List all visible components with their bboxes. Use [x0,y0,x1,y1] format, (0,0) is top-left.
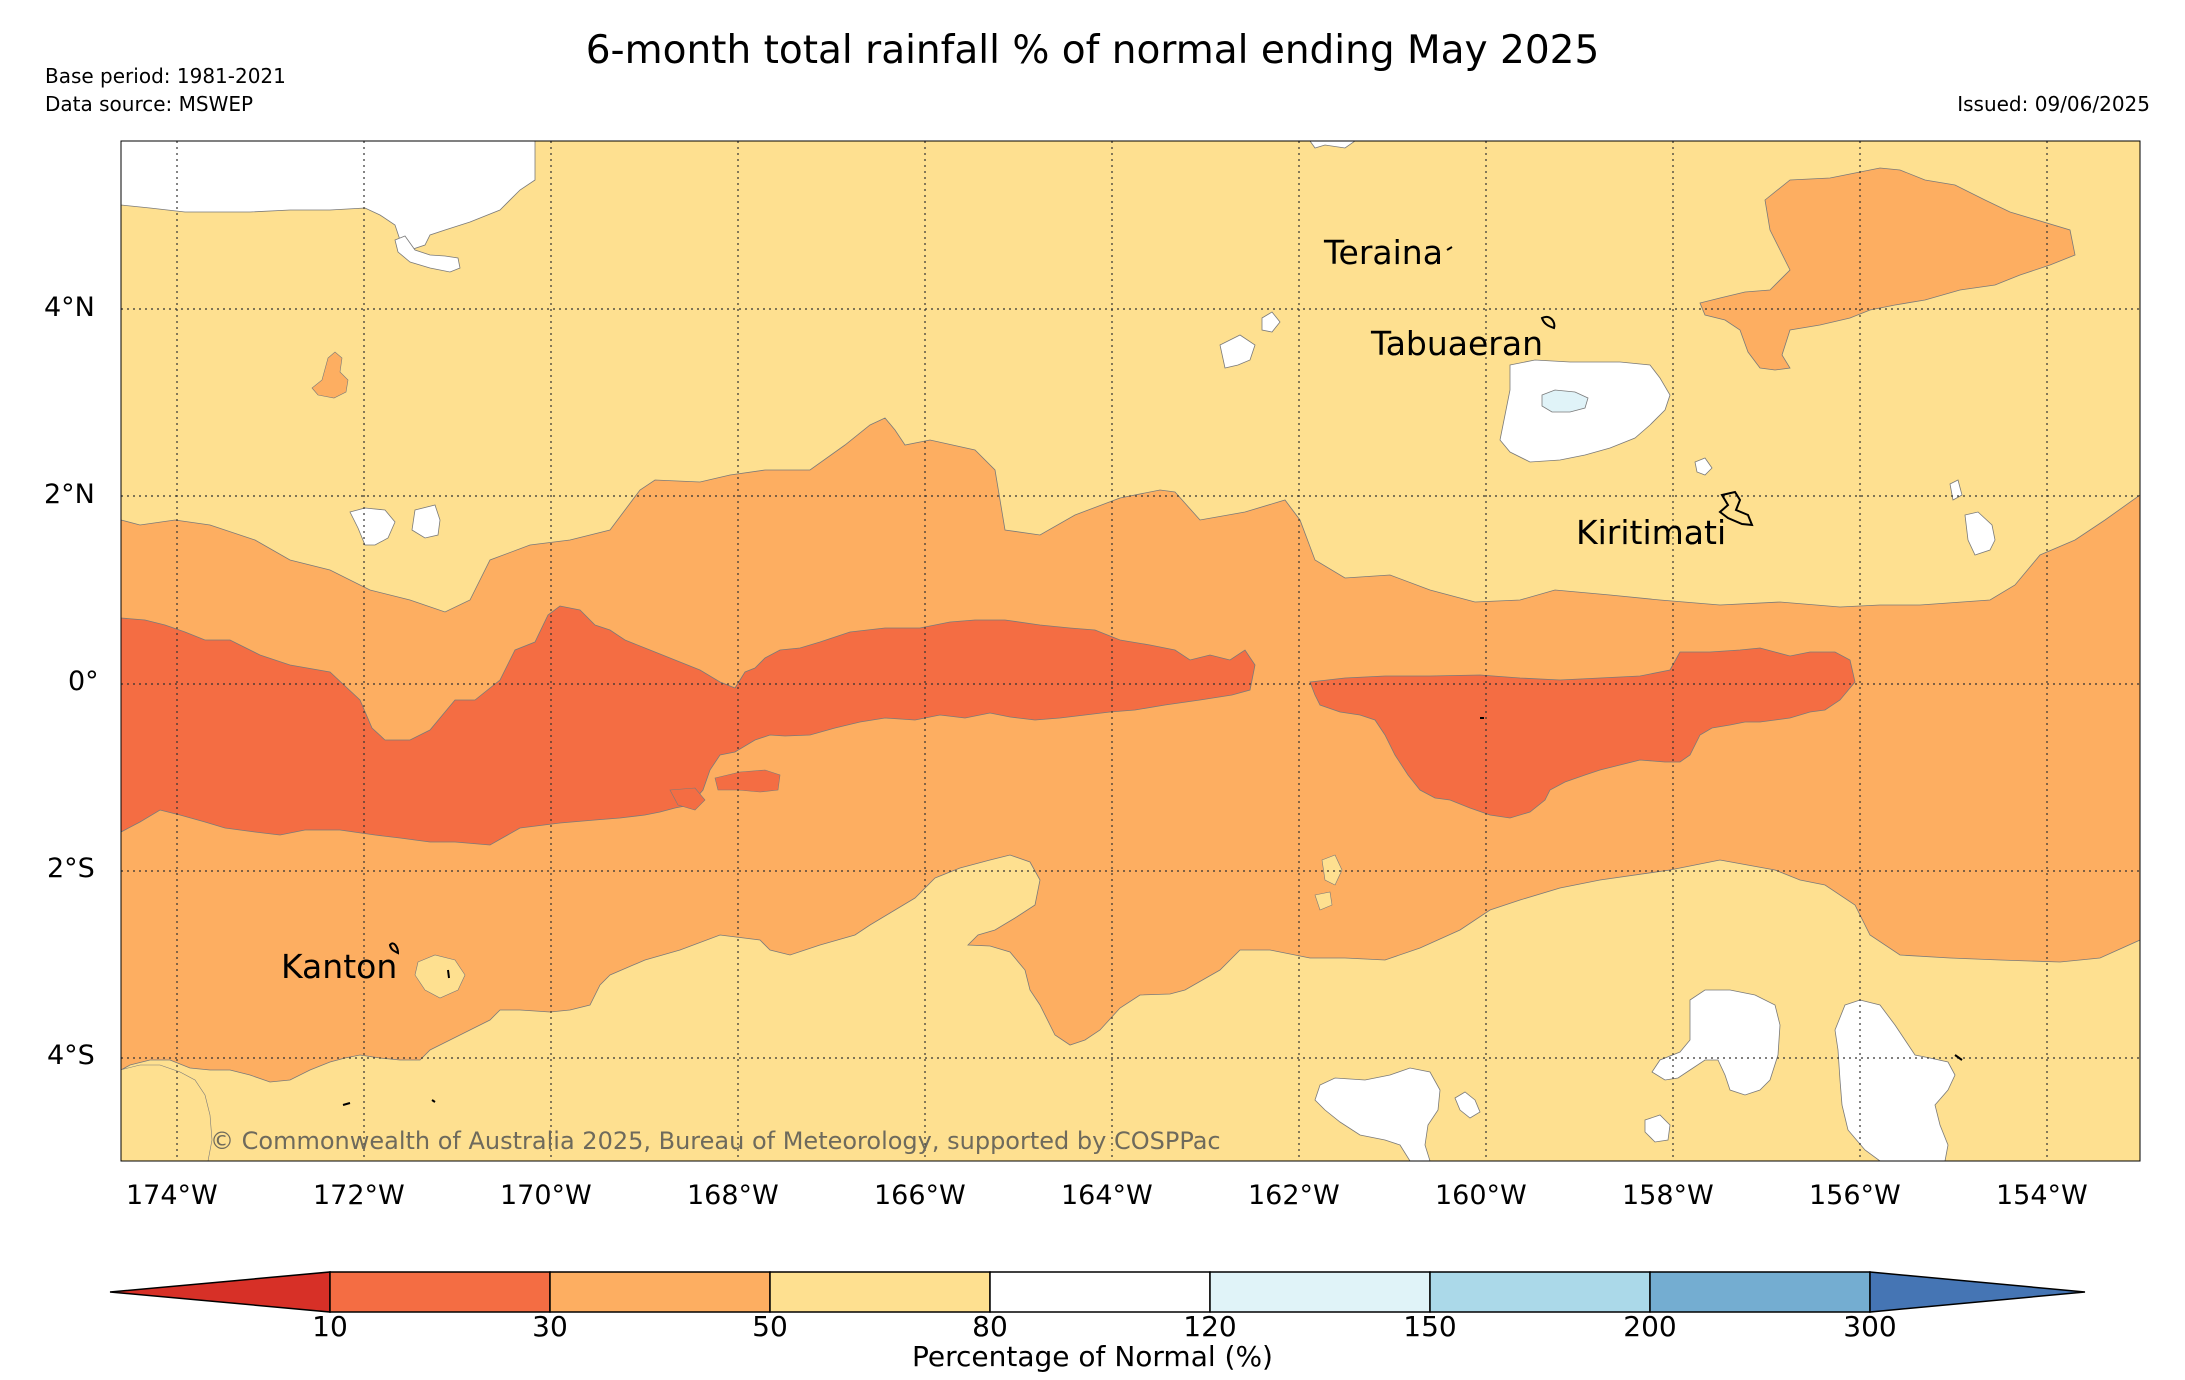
place-teraina: Teraina [1324,233,1443,272]
data-source: Data source: MSWEP [45,92,254,116]
colorbar-label-150: 150 [1403,1310,1457,1343]
base-period: Base period: 1981-2021 [45,64,286,88]
place-kiritimati: Kiritimati [1576,513,1727,552]
field-50-80-inclusions [121,854,1343,1161]
field-10-30-blob-1 [714,769,781,793]
lon-label-156w: 156°W [1809,1180,1901,1211]
lon-label-154w: 154°W [1996,1180,2088,1211]
island-kanton [388,942,400,955]
lon-label-170w: 170°W [500,1180,592,1211]
place-kanton: Kanton [281,947,398,986]
lon-label-162w: 162°W [1248,1180,1340,1211]
lat-label-2s: 2°S [47,853,95,884]
colorbar-bin-200-300 [1649,1271,1871,1313]
colorbar-bin-30-50 [549,1271,771,1313]
lat-label-4s: 4°S [47,1040,95,1071]
lon-label-168w: 168°W [687,1180,779,1211]
colorbar-label-50: 50 [752,1310,788,1343]
lon-label-174w: 174°W [126,1180,218,1211]
lon-label-160w: 160°W [1435,1180,1527,1211]
colorbar-bin-10-30 [329,1271,551,1313]
lat-label-2n: 2°N [44,479,95,510]
lat-label-0: 0° [68,666,99,697]
lon-label-164w: 164°W [1061,1180,1153,1211]
field-30-50-band [121,417,2140,1083]
island-kiritimati [1718,490,1754,527]
island-tabuaeran [1540,316,1556,330]
colorbar-extend-high [1869,1271,2086,1313]
island-teraina [1446,246,1453,251]
colorbar-bin-150-200 [1429,1271,1651,1313]
colorbar-label-120: 120 [1183,1310,1237,1343]
colorbar-label-200: 200 [1623,1310,1677,1343]
colorbar-label-30: 30 [532,1310,568,1343]
graticule [121,141,2140,1161]
lon-label-166w: 166°W [874,1180,966,1211]
island-outlines [342,246,1963,1106]
field-120-150 [1541,389,1589,413]
map-frame [120,140,2141,1162]
colorbar [109,1271,2086,1313]
colorbar-label-300: 300 [1843,1310,1897,1343]
colorbar-extend-low [109,1271,331,1313]
field-30-50-ne [1699,167,2076,371]
field-10-30-west [121,605,1256,846]
place-tabuaeran: Tabuaeran [1371,324,1544,363]
field-30-50-nw [311,351,349,399]
colorbar-title: Percentage of Normal (%) [912,1340,1273,1373]
field-80-120 [121,141,1996,1161]
lon-label-158w: 158°W [1622,1180,1714,1211]
colorbar-label-80: 80 [972,1310,1008,1343]
copyright-notice: © Commonwealth of Australia 2025, Bureau… [210,1127,1221,1155]
field-10-30-blob-2 [669,787,706,811]
colorbar-bin-80-120 [989,1271,1211,1313]
issued-date: Issued: 09/06/2025 [1957,92,2150,116]
colorbar-bin-120-150 [1209,1271,1431,1313]
lat-label-4n: 4°N [44,292,95,323]
lon-label-172w: 172°W [313,1180,405,1211]
field-10-30-east [1309,647,1856,819]
map-fields [121,141,2140,1161]
colorbar-bin-50-80 [769,1271,991,1313]
map-title: 6-month total rainfall % of normal endin… [585,28,1600,73]
colorbar-label-10: 10 [312,1310,348,1343]
